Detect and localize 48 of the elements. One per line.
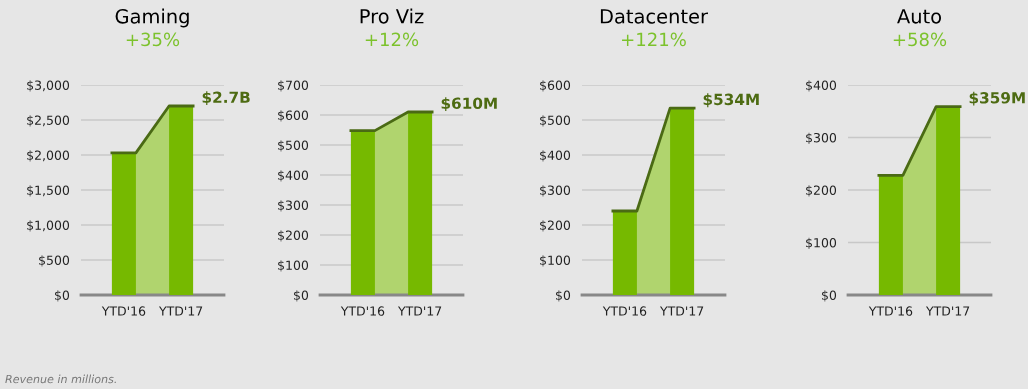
y-tick-label: $400	[278, 170, 309, 182]
chart-title: Gaming	[115, 8, 189, 28]
y-tick-label: $0	[294, 290, 309, 302]
chart-subtitle: +121%	[622, 32, 686, 47]
y-tick-label: $500	[278, 140, 309, 152]
chart-subtitle: +58%	[893, 32, 947, 47]
y-tick-label: $600	[540, 80, 571, 92]
x-tick-label: YTD'16	[101, 306, 146, 316]
y-tick-label: $200	[540, 220, 571, 232]
y-tick-label: $300	[278, 200, 309, 212]
y-tick-label: $400	[540, 150, 571, 162]
text: Revenue in millions.	[5, 374, 116, 384]
y-tick-label: $200	[806, 185, 837, 197]
x-tick-label: YTD'16	[868, 306, 913, 316]
chart-subtitle: +35%	[126, 32, 180, 47]
x-tick-label: YTD'17	[659, 306, 704, 316]
x-tick-label: YTD'17	[158, 306, 203, 316]
y-tick-label: $0	[556, 290, 571, 302]
y-tick-label: $500	[540, 115, 571, 127]
y-tick-label: $300	[806, 132, 837, 145]
y-tick-label: $700	[278, 80, 309, 92]
y-tick-label: $3,000	[27, 80, 70, 92]
x-tick-label: YTD'17	[397, 306, 442, 316]
y-tick-label: $600	[278, 110, 309, 122]
y-tick-label: $300	[540, 185, 571, 197]
y-tick-label: $0	[55, 290, 70, 302]
annotation: $2.7B	[202, 91, 250, 106]
chart-subtitle: +12%	[365, 32, 419, 47]
annotation: $534M	[703, 93, 759, 108]
chart-title: Pro Viz	[360, 8, 424, 24]
y-tick-label: $100	[540, 255, 571, 267]
chart-title: Auto	[897, 9, 942, 24]
y-tick-label: $2,000	[27, 150, 70, 162]
y-tick-label: $100	[806, 237, 837, 250]
y-tick-label: $200	[278, 230, 309, 242]
x-tick-label: YTD'17	[925, 306, 970, 316]
x-tick-label: YTD'16	[340, 306, 385, 316]
y-tick-label: $2,500	[27, 115, 70, 127]
y-tick-label: $0	[822, 290, 837, 302]
annotation: $610M	[441, 97, 497, 112]
y-tick-label: $100	[278, 260, 309, 272]
y-tick-label: $400	[806, 80, 837, 92]
y-tick-label: $500	[39, 255, 70, 267]
annotation: $359M	[969, 91, 1025, 106]
chart-title: Datacenter	[600, 9, 708, 24]
y-tick-label: $1,500	[27, 185, 70, 197]
x-tick-label: YTD'16	[602, 306, 647, 316]
y-tick-label: $1,000	[27, 220, 70, 232]
